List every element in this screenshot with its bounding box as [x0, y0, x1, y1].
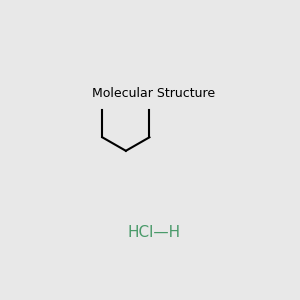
Text: HCl—H: HCl—H	[127, 225, 180, 240]
Text: Molecular Structure: Molecular Structure	[92, 87, 215, 100]
